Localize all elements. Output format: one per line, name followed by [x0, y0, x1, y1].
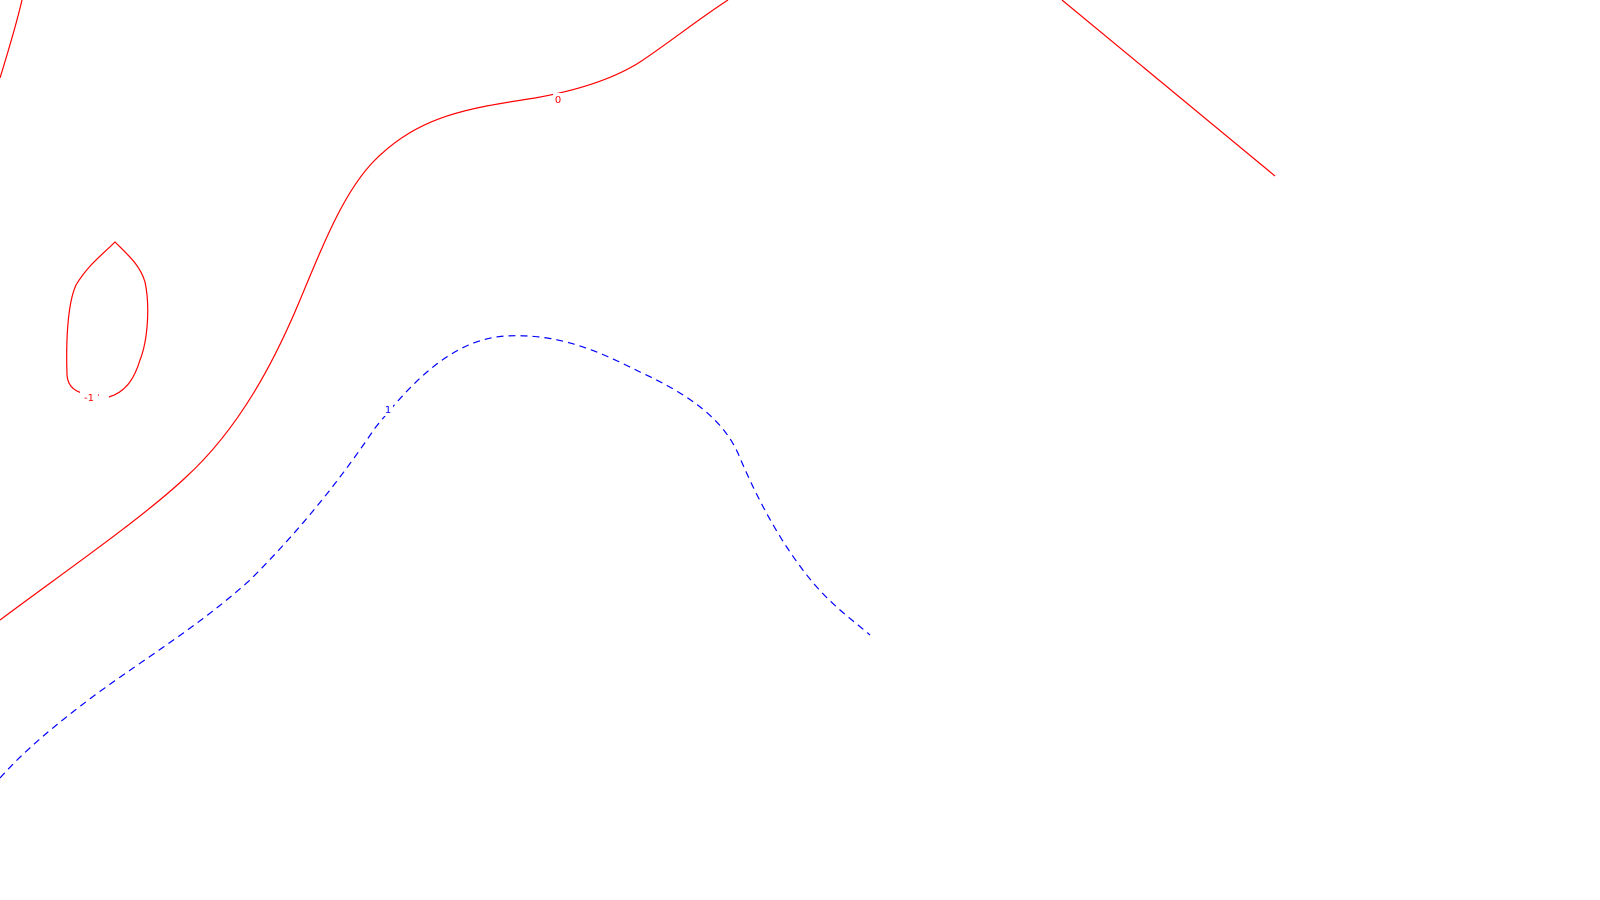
- contour-label-minus-one: -1: [84, 393, 94, 404]
- contour-line-zero-top-left: [0, 0, 23, 79]
- contour-label-plus-one: 1: [385, 405, 391, 416]
- contour-line-zero: [0, 0, 729, 621]
- contour-label-minus-one-bg: [80, 391, 98, 404]
- contour-line-minus-one: [66, 241, 149, 398]
- contour-label-zero-bg: [553, 93, 563, 106]
- contour-line-zero-top-right: [1061, 0, 1276, 177]
- contour-label-zero: 0: [555, 95, 561, 106]
- contour-label-plus-one-bg: [383, 403, 393, 416]
- contour-line-plus-one: [0, 335, 871, 779]
